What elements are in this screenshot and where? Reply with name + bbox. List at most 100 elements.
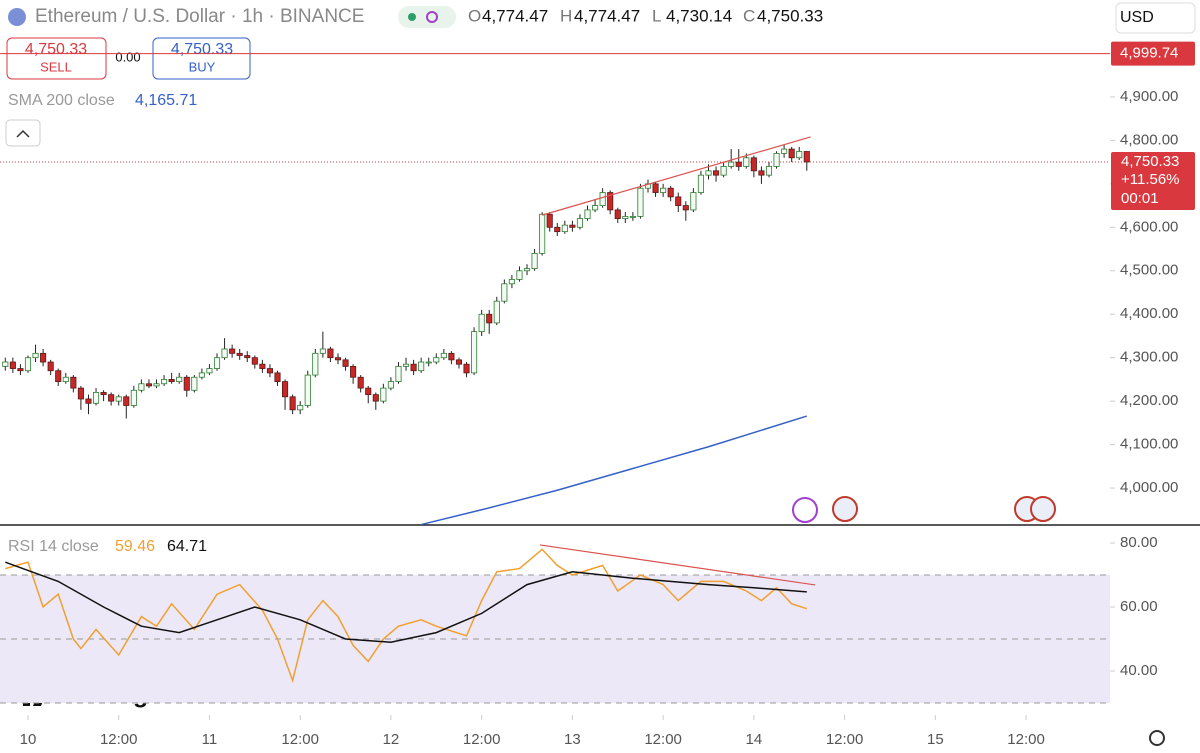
candle-body	[448, 352, 455, 361]
candle-body	[2, 361, 9, 367]
candle-body	[743, 157, 750, 167]
x-tick-label: 12:00	[1007, 731, 1045, 748]
candle-body	[115, 396, 122, 402]
candle-body	[614, 209, 621, 220]
candle-body	[765, 166, 773, 176]
collapse-icon	[16, 129, 30, 138]
settings-icon[interactable]	[1149, 730, 1165, 746]
candle-body	[531, 252, 538, 269]
candle-body	[713, 170, 720, 176]
price-labels: 4,000.00 4,100.00 4,200.00 4,300.00 4,400.00…	[20, 41, 1195, 748]
x-tick-label: 12:00	[100, 731, 138, 748]
x-tick-label: 11	[202, 731, 218, 748]
candle-body	[327, 348, 334, 359]
sell-price: 4,750.33	[25, 41, 87, 58]
candle-body	[493, 300, 500, 324]
ohlc-value: 4,750.33	[757, 6, 823, 25]
ohlc-value: 4,730.14	[666, 6, 732, 25]
buy-price: 4,750.33	[171, 41, 233, 58]
y-tick-label: 40.00	[1120, 662, 1158, 679]
candle-body	[728, 161, 735, 167]
candle-body	[554, 226, 561, 233]
candle-body	[365, 387, 372, 396]
candle-body	[130, 389, 137, 406]
candle-body	[251, 357, 258, 365]
candle-body	[599, 192, 606, 206]
candle-body	[758, 170, 765, 176]
y-tick-label: 80.00	[1120, 534, 1158, 551]
candle-body	[402, 363, 410, 367]
candle-body	[357, 376, 364, 389]
candle-body	[342, 359, 349, 367]
candle-body	[274, 372, 281, 382]
event-icon[interactable]	[792, 497, 818, 523]
candle-body	[773, 153, 780, 167]
candle-body	[40, 352, 47, 363]
x-tick-label: 12:00	[826, 731, 864, 748]
event-flag[interactable]	[1030, 496, 1056, 522]
ohlc-value: 4,774.47	[482, 6, 548, 25]
currency-button[interactable]	[1115, 2, 1196, 34]
buy-button[interactable]	[152, 37, 251, 80]
candle-body	[145, 383, 153, 387]
candle-body	[471, 331, 478, 374]
candle-body	[221, 348, 228, 359]
event-flag[interactable]	[832, 496, 858, 522]
candle-body	[546, 213, 553, 228]
countdown: 00:01	[1121, 190, 1159, 207]
candle-body	[584, 209, 591, 220]
candle-body	[100, 392, 107, 396]
collapse-button[interactable]	[5, 119, 41, 147]
candle-body	[138, 383, 145, 391]
price-change: +11.56%	[1121, 171, 1180, 188]
alert-price-label: 4,999.74	[1120, 45, 1178, 62]
x-tick-label: 12	[383, 731, 400, 748]
candle-body	[372, 394, 379, 402]
candle-body	[32, 352, 39, 359]
candle-body	[77, 387, 84, 400]
candle-body	[62, 376, 69, 382]
candle-body	[85, 398, 92, 404]
sma-value: 4,165.71	[135, 92, 197, 109]
ohlc-value: 4,774.47	[574, 6, 640, 25]
candle-body	[501, 283, 508, 302]
sell-button[interactable]	[6, 37, 107, 80]
buy-label: BUY	[189, 59, 216, 74]
y-tick-label: 4,900.00	[1120, 88, 1178, 105]
x-tick-label: 15	[927, 731, 944, 748]
candle-body	[803, 151, 810, 163]
candle-body	[569, 224, 576, 228]
y-tick-label: 4,600.00	[1120, 218, 1178, 235]
candle-body	[319, 348, 326, 354]
x-tick-label: 14	[746, 731, 763, 748]
candle-body	[486, 313, 493, 324]
candle-body	[387, 381, 394, 389]
y-tick-label: 4,800.00	[1120, 131, 1178, 148]
candle-body	[123, 396, 130, 406]
x-tick-label: 12:00	[644, 731, 682, 748]
rsi-title: RSI 14 close	[8, 538, 99, 555]
y-tick-label: 4,100.00	[1120, 436, 1178, 453]
sma-line	[420, 415, 808, 526]
candle-body	[198, 372, 205, 378]
ohlc-key: L	[652, 6, 661, 25]
candle-body	[561, 224, 568, 233]
candle-body	[576, 218, 583, 228]
candle-body	[516, 270, 523, 280]
candle-body	[539, 213, 546, 254]
candle-body	[523, 268, 531, 272]
y-tick-label: 4,300.00	[1120, 349, 1178, 366]
sma-title: SMA 200 close	[8, 92, 115, 109]
candle-body	[667, 187, 674, 198]
candle-body	[629, 216, 636, 218]
status-dot	[408, 13, 416, 21]
candle-body	[297, 405, 304, 411]
rsi-value: 59.46	[115, 538, 155, 555]
y-tick-label: 4,000.00	[1120, 479, 1178, 496]
rsi-trend-line	[539, 544, 816, 586]
candle-body	[735, 161, 742, 167]
rsi-line	[5, 548, 808, 684]
ohlc-key: C	[743, 6, 755, 25]
candle-body	[244, 355, 251, 359]
candle-body	[236, 352, 243, 356]
